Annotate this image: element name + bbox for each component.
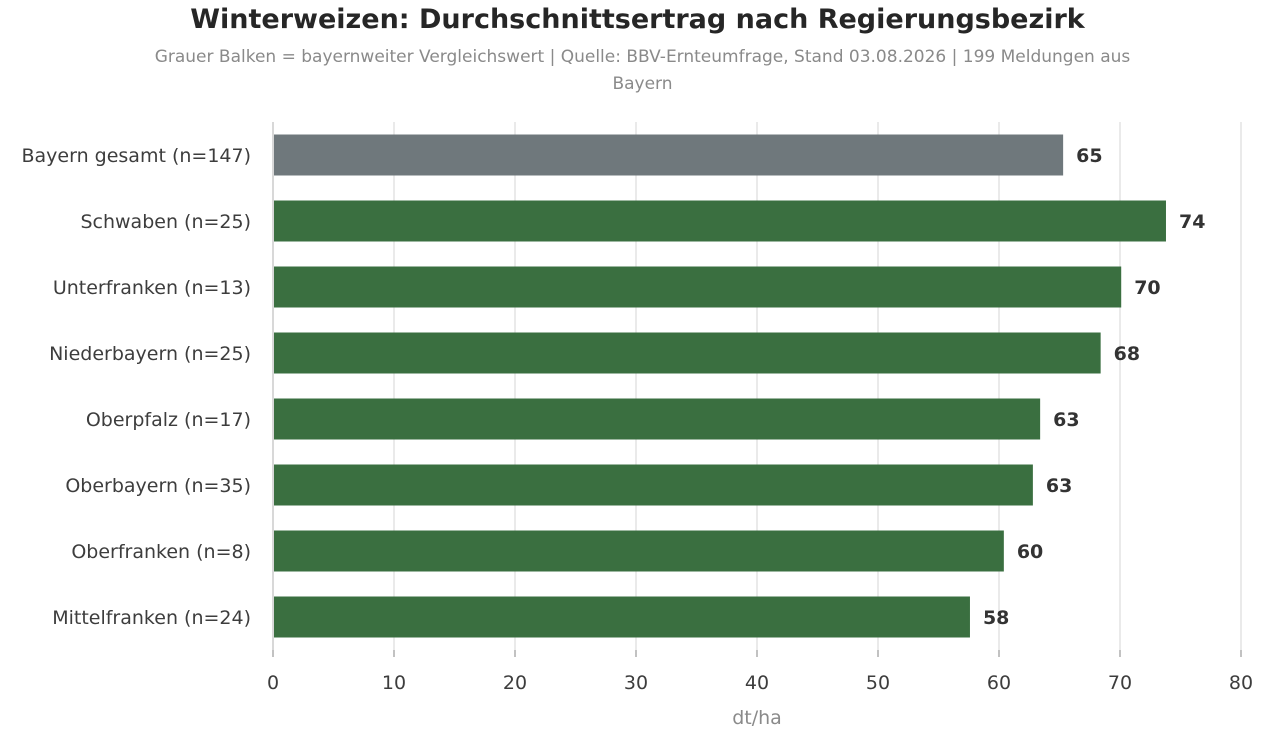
value-label-4: 63 [1053, 409, 1079, 431]
value-label-0: 65 [1076, 145, 1102, 167]
chart-subtitle: Grauer Balken = bayernweiter Vergleichsw… [154, 47, 1131, 94]
value-label-1: 74 [1179, 211, 1205, 233]
category-label-5: Oberbayern (n=35) [65, 475, 251, 497]
bar-6 [274, 530, 1004, 572]
chart-title: Winterweizen: Durchschnittsertrag nach R… [190, 4, 1085, 35]
x-tick-label-80: 80 [1229, 672, 1253, 694]
value-label-6: 60 [1017, 541, 1043, 563]
category-label-3: Niederbayern (n=25) [49, 343, 251, 365]
x-tick-label-70: 70 [1108, 672, 1132, 694]
bar-1 [274, 200, 1166, 242]
bar-2 [274, 266, 1122, 308]
x-tick-label-0: 0 [267, 672, 279, 694]
x-tick-label-10: 10 [382, 672, 406, 694]
bar-0 [274, 134, 1064, 176]
x-tick-label-20: 20 [503, 672, 527, 694]
bar-5 [274, 464, 1033, 506]
bar-7 [274, 596, 970, 638]
bar-3 [274, 332, 1101, 374]
x-tick-label-60: 60 [987, 672, 1011, 694]
x-tick-label-50: 50 [866, 672, 890, 694]
category-label-4: Oberpfalz (n=17) [86, 409, 251, 431]
value-label-7: 58 [983, 607, 1009, 629]
bar-4 [274, 398, 1041, 440]
x-axis-label: dt/ha [732, 707, 782, 729]
value-label-2: 70 [1134, 277, 1160, 299]
x-tick-label-30: 30 [624, 672, 648, 694]
x-tick-label-40: 40 [745, 672, 769, 694]
value-label-3: 68 [1114, 343, 1140, 365]
value-label-5: 63 [1046, 475, 1072, 497]
category-label-6: Oberfranken (n=8) [71, 541, 251, 563]
category-label-2: Unterfranken (n=13) [53, 277, 251, 299]
category-label-0: Bayern gesamt (n=147) [21, 145, 251, 167]
category-label-7: Mittelfranken (n=24) [52, 607, 251, 629]
category-label-1: Schwaben (n=25) [80, 211, 251, 233]
